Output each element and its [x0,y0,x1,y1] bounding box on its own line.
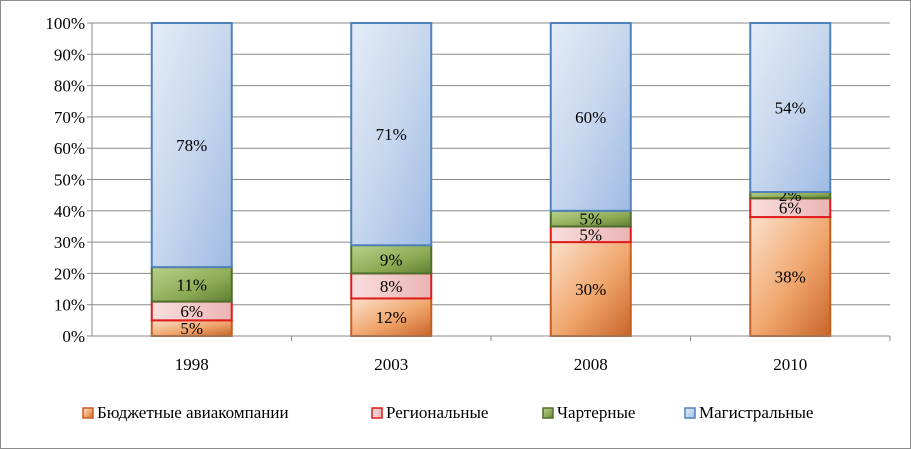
y-tick-label: 0% [62,327,85,346]
data-label: 6% [779,199,802,218]
bar-segment [549,22,632,212]
legend-label: Региональные [386,403,488,422]
data-label: 12% [376,308,407,327]
y-tick-label: 90% [54,45,85,64]
data-label: 54% [775,99,806,118]
data-label: 6% [180,302,203,321]
bar-segment [749,216,832,337]
data-label: 9% [380,250,403,269]
data-label: 71% [376,125,407,144]
data-label: 8% [380,277,403,296]
legend-swatch [542,407,554,419]
y-tick-label: 60% [54,139,85,158]
data-label: 5% [180,319,203,338]
legend-label: Чартерные [557,403,635,422]
legend-swatch [82,407,94,419]
y-tick-label: 20% [54,264,85,283]
y-tick-label: 40% [54,202,85,221]
y-axis: 0% 10% 20% 30% 40% 50% 60% 70% 80% 90% 100% [45,14,93,346]
y-tick-label: 70% [54,108,85,127]
y-tick-label: 10% [54,296,85,315]
data-label: 30% [575,280,606,299]
data-label: 78% [176,136,207,155]
bar-segment [350,22,433,247]
legend-item: Магистральные [684,403,813,422]
bars: 5%6%11%78%12%8%9%71%30%5%5%60%38%6%2%54% [150,22,832,338]
data-label: 38% [775,268,806,287]
legend-item: Чартерные [542,403,635,422]
bar-segment [749,22,832,194]
y-tick-label: 50% [54,171,85,190]
bar-segment [350,272,433,300]
x-axis: 1998 2003 2008 2010 [92,335,891,374]
data-label: 11% [176,275,207,294]
legend-item: Бюджетные авиакомпании [82,403,289,422]
data-label: 5% [579,210,602,229]
data-label: 5% [579,225,602,244]
legend-label: Магистральные [699,403,813,422]
y-tick-label: 80% [54,77,85,96]
x-tick-label: 2008 [574,355,608,374]
x-tick-label: 2003 [374,355,408,374]
y-tick-label: 100% [45,14,85,33]
x-tick-label: 1998 [175,355,209,374]
legend-item: Региональные [371,403,488,422]
x-tick-label: 2010 [773,355,807,374]
legend-swatch [684,407,696,419]
y-tick-label: 30% [54,233,85,252]
legend: Бюджетные авиакомпании Региональные Чартер… [82,403,813,422]
legend-label: Бюджетные авиакомпании [97,403,289,422]
bar-segment [150,22,233,269]
bar-segment [350,244,433,275]
legend-swatch [371,407,383,419]
data-label: 60% [575,108,606,127]
